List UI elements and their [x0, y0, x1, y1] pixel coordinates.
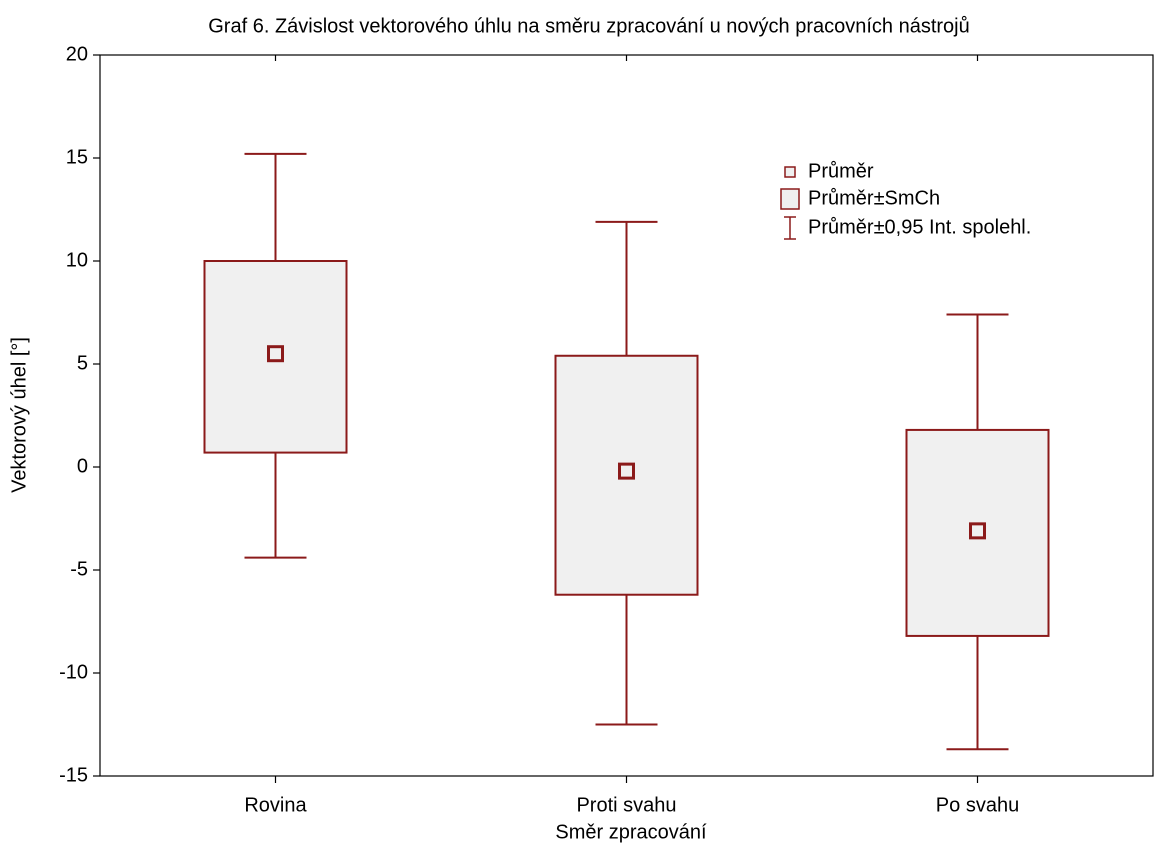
x-tick-label: Po svahu [936, 794, 1019, 816]
x-axis-label: Směr zpracování [555, 821, 707, 843]
y-tick-label: 5 [77, 352, 88, 374]
x-tick-label: Proti svahu [576, 794, 676, 816]
legend-label: Průměr±0,95 Int. spolehl. [808, 216, 1031, 238]
y-tick-label: 20 [66, 43, 88, 65]
y-tick-label: -5 [70, 558, 88, 580]
y-tick-label: -15 [59, 764, 88, 786]
mean-marker [969, 522, 986, 540]
y-tick-label: 15 [66, 146, 88, 168]
legend-label: Průměr±SmCh [808, 187, 940, 209]
mean-marker [618, 462, 635, 480]
y-axis-label: Vektorový úhel [°] [8, 337, 30, 493]
mean-marker [267, 345, 284, 363]
chart-title: Graf 6. Závislost vektorového úhlu na sm… [208, 15, 970, 37]
y-tick-label: 0 [77, 455, 88, 477]
legend-label: Průměr [808, 160, 874, 182]
y-tick-label: 10 [66, 249, 88, 271]
legend-box-icon [780, 188, 800, 210]
x-tick-label: Rovina [244, 794, 307, 816]
legend-mean-icon [784, 166, 796, 178]
y-tick-label: -10 [59, 661, 88, 683]
